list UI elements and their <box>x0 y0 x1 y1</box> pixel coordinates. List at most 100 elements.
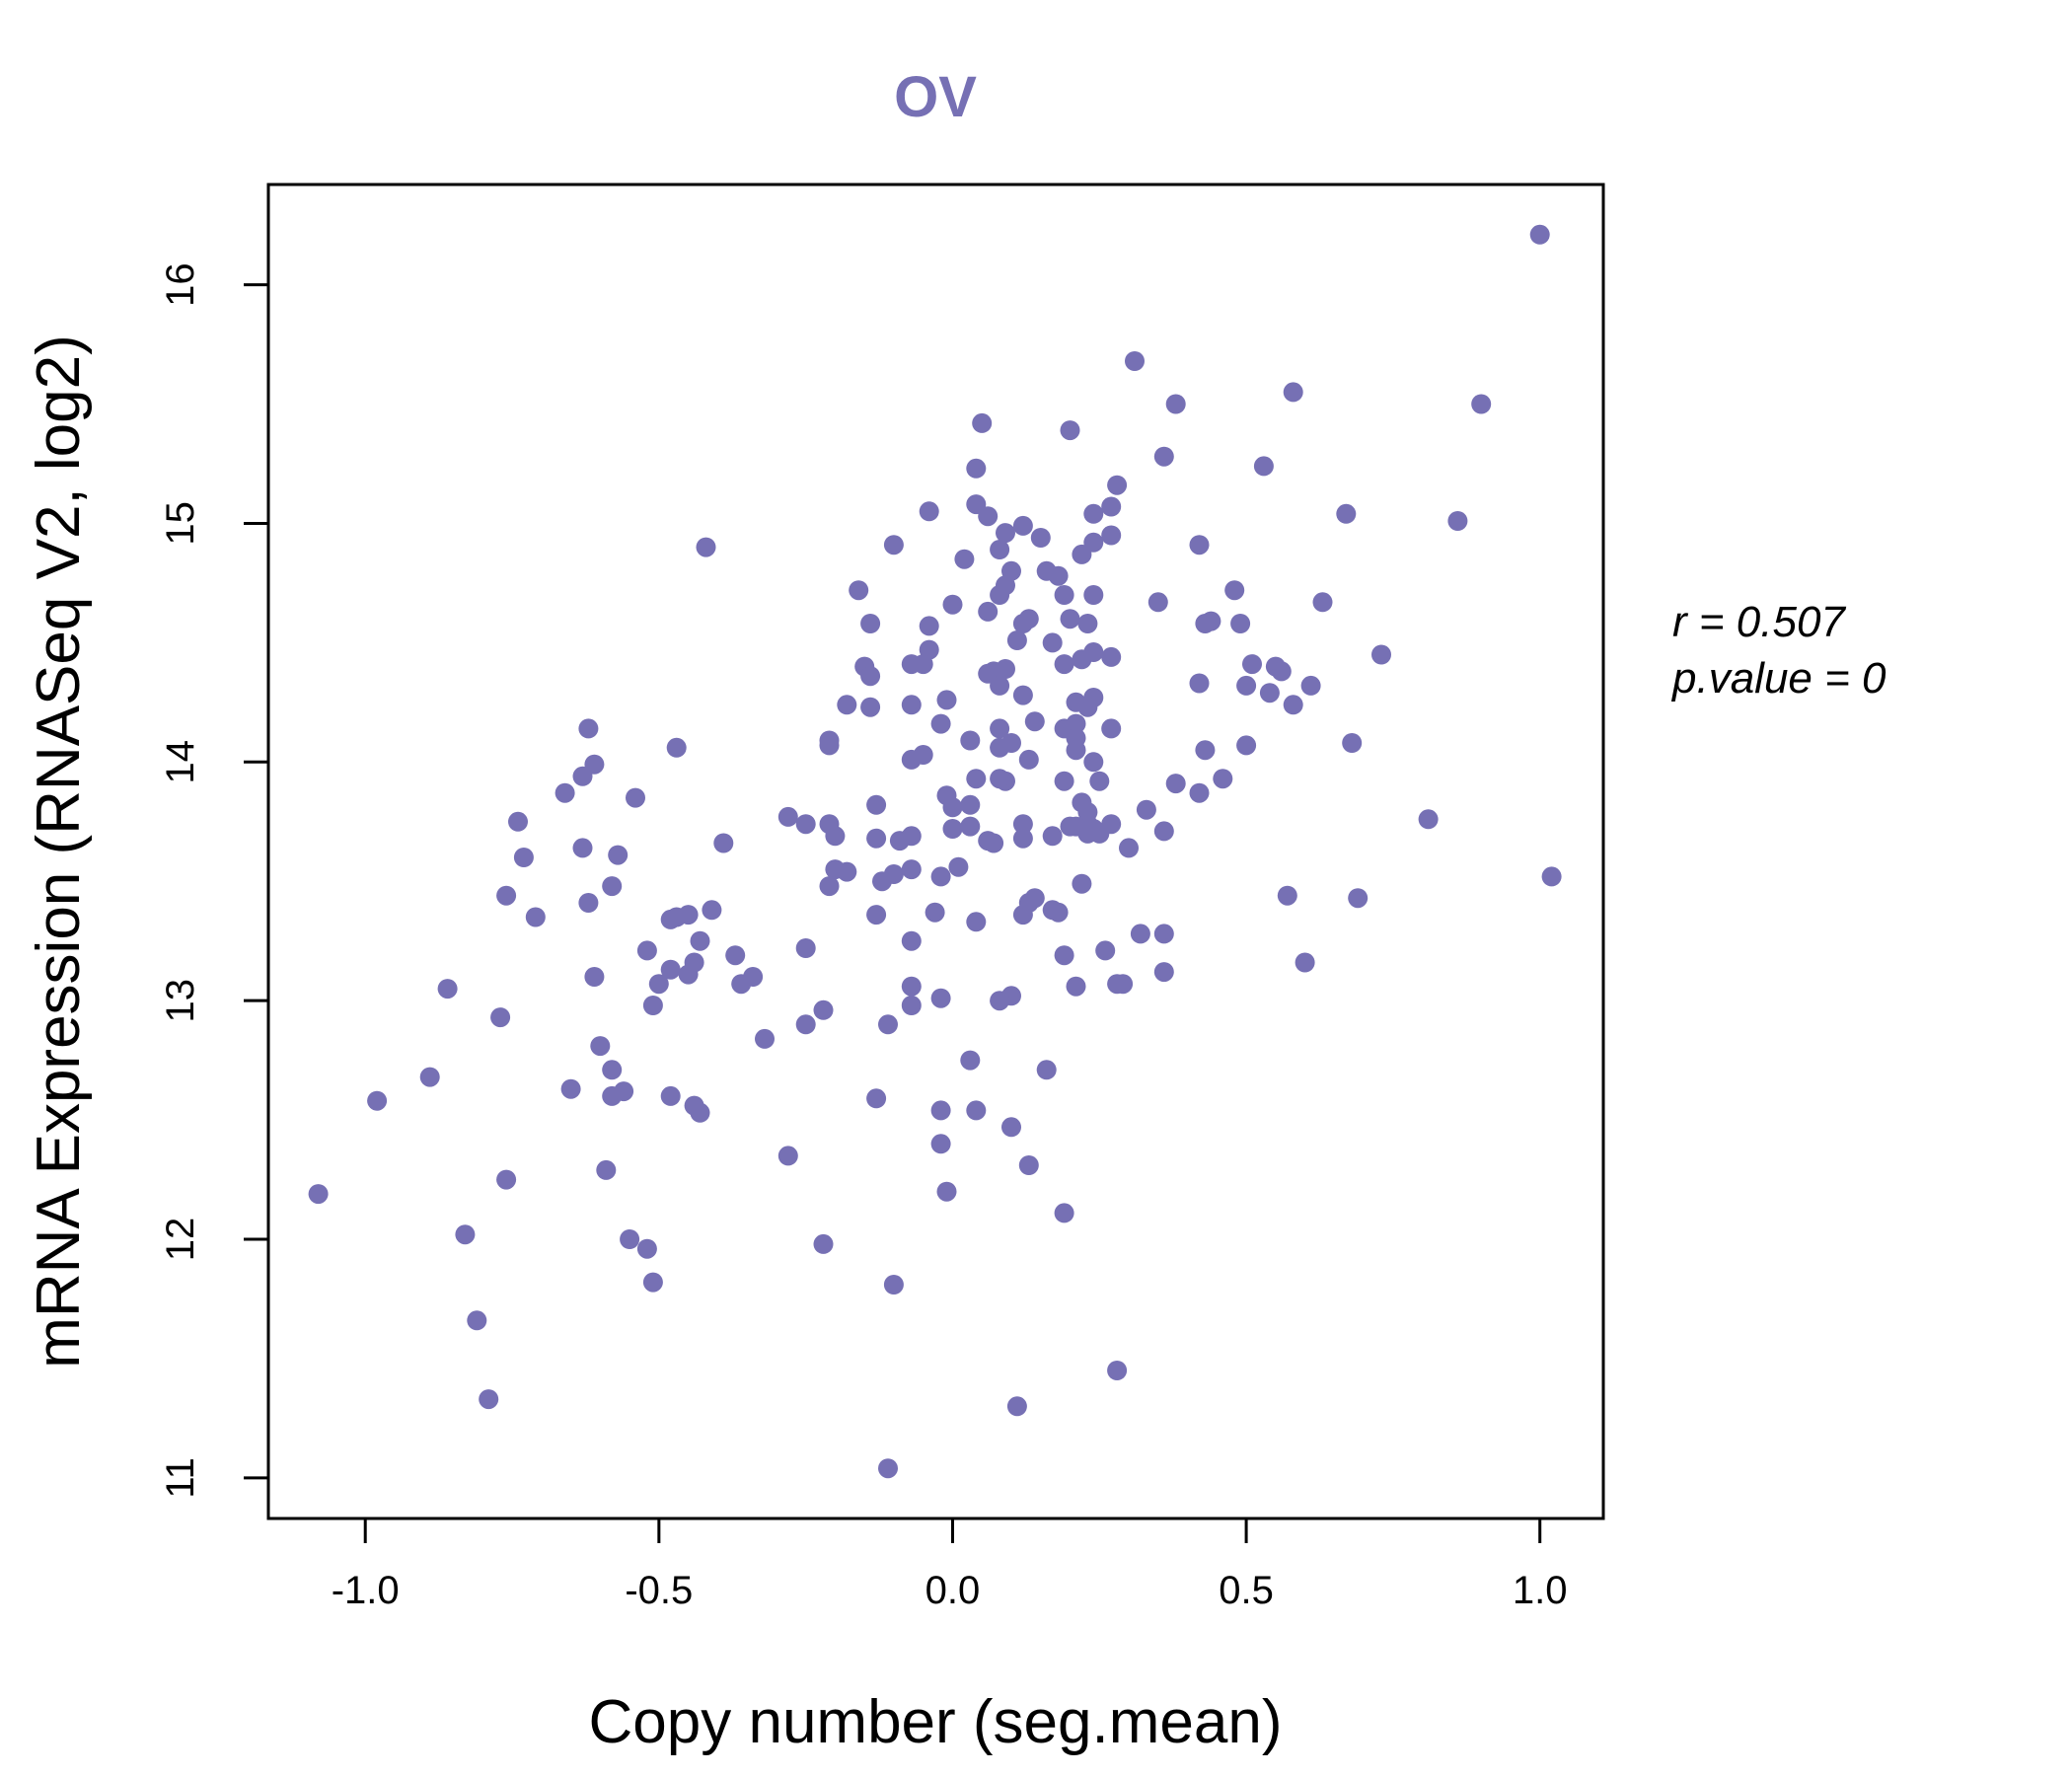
data-point <box>1447 511 1468 531</box>
x-tick-label: 1.0 <box>1513 1569 1568 1612</box>
data-point <box>990 585 1010 605</box>
data-point <box>660 959 681 980</box>
data-point <box>960 794 981 815</box>
data-point <box>419 1067 440 1087</box>
data-point <box>1236 675 1257 696</box>
data-point <box>1095 940 1116 961</box>
data-point <box>966 1100 987 1121</box>
data-point <box>437 979 458 999</box>
data-point <box>1101 646 1122 667</box>
data-point <box>978 601 999 622</box>
data-point <box>1153 446 1174 467</box>
data-point <box>795 814 816 835</box>
data-point <box>666 737 687 758</box>
data-point <box>1101 525 1122 546</box>
data-point <box>1077 614 1098 633</box>
y-tick-label: 16 <box>159 262 202 307</box>
data-point <box>1036 1060 1057 1080</box>
x-tick-label: -1.0 <box>332 1569 400 1612</box>
data-point <box>572 766 593 786</box>
data-point <box>948 856 969 877</box>
data-point <box>966 769 987 789</box>
data-point <box>901 859 922 880</box>
data-point <box>1153 821 1174 842</box>
data-point <box>866 828 887 849</box>
data-point <box>1147 592 1168 613</box>
y-tick-label: 14 <box>159 740 202 784</box>
data-point <box>930 1134 951 1154</box>
x-tick-label: -0.5 <box>625 1569 693 1612</box>
data-point <box>913 654 933 675</box>
data-point <box>1101 496 1122 517</box>
data-point <box>696 537 716 557</box>
data-point <box>1529 224 1550 245</box>
data-point <box>602 876 623 897</box>
data-point <box>1271 661 1292 682</box>
data-point <box>878 1458 898 1479</box>
data-point <box>1418 809 1439 830</box>
data-point <box>479 1389 499 1410</box>
data-point <box>1054 1203 1074 1223</box>
data-point <box>1083 503 1104 524</box>
data-point <box>642 996 663 1015</box>
data-point <box>972 412 993 433</box>
data-point <box>1018 893 1039 913</box>
data-point <box>930 713 951 734</box>
data-point <box>919 501 939 522</box>
data-point <box>966 912 987 932</box>
data-point <box>1018 1155 1039 1175</box>
data-point <box>525 907 546 927</box>
data-point <box>1153 962 1174 983</box>
data-point <box>1236 735 1257 756</box>
data-point <box>1189 782 1210 803</box>
data-point <box>648 974 669 995</box>
data-point <box>755 1028 775 1049</box>
data-point <box>1054 585 1074 605</box>
data-point <box>1253 456 1274 477</box>
data-point <box>1054 771 1074 791</box>
data-point <box>872 871 892 892</box>
data-point <box>1054 654 1074 675</box>
data-point <box>795 1014 816 1035</box>
correlation-p-label: p.value = 0 <box>1670 654 1887 703</box>
data-point <box>819 735 840 756</box>
data-point <box>942 797 963 818</box>
data-point <box>1107 475 1128 495</box>
data-point <box>555 782 575 803</box>
data-point <box>590 1036 611 1057</box>
data-point <box>942 594 963 615</box>
data-point <box>636 940 657 961</box>
data-point <box>1213 769 1233 789</box>
data-point <box>367 1090 388 1111</box>
data-point <box>572 838 593 858</box>
data-point <box>1012 828 1033 849</box>
data-point <box>1077 697 1098 717</box>
data-point <box>930 866 951 887</box>
data-point <box>825 826 846 847</box>
data-point <box>1042 632 1063 653</box>
data-point <box>642 1272 663 1293</box>
data-point <box>560 1078 581 1099</box>
data-point <box>660 1085 681 1106</box>
chart-title: OV <box>894 65 977 129</box>
data-point <box>1089 823 1110 844</box>
data-point <box>690 1102 710 1123</box>
data-point <box>702 900 722 921</box>
data-point <box>819 876 840 897</box>
data-point <box>860 614 881 633</box>
data-point <box>901 749 922 770</box>
data-point <box>901 930 922 951</box>
data-point <box>1107 1361 1128 1380</box>
data-point <box>813 999 834 1020</box>
data-point <box>584 967 605 987</box>
data-point <box>1300 675 1321 696</box>
data-point <box>1153 924 1174 944</box>
data-point <box>936 1181 957 1202</box>
data-point <box>1072 873 1092 894</box>
data-point <box>878 1014 898 1035</box>
data-point <box>496 1169 517 1190</box>
data-point <box>1030 528 1051 548</box>
data-point <box>1295 952 1315 973</box>
data-point <box>1066 740 1086 761</box>
